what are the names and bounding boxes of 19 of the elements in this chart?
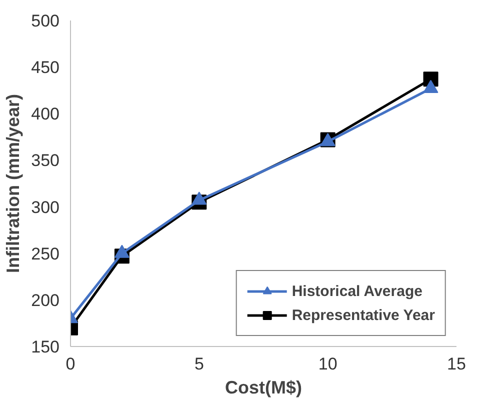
y-tick-label: 250 bbox=[31, 244, 60, 264]
point bbox=[114, 244, 130, 258]
y-tick-label: 400 bbox=[31, 104, 60, 124]
y-tick-label: 450 bbox=[31, 58, 60, 78]
y-tick-label: 500 bbox=[31, 12, 60, 30]
point bbox=[423, 80, 438, 94]
y-tick-label: 300 bbox=[31, 198, 60, 217]
y-axis-title: Infiltration (mm/year) bbox=[3, 94, 24, 274]
x-axis-title: Cost(M$) bbox=[225, 378, 302, 398]
x-tick-label: 10 bbox=[318, 354, 338, 374]
y-tick-label: 200 bbox=[31, 290, 60, 310]
point bbox=[192, 192, 207, 205]
x-tick-label: 15 bbox=[447, 354, 466, 374]
y-tick-label: 350 bbox=[31, 151, 60, 170]
y-tick-label: 150 bbox=[31, 338, 60, 356]
legend-label: Representative Year bbox=[292, 306, 435, 324]
x-tick-label: 5 bbox=[194, 354, 204, 374]
x-tick-label: 0 bbox=[66, 354, 76, 374]
legend-label: Historical Average bbox=[292, 282, 422, 300]
